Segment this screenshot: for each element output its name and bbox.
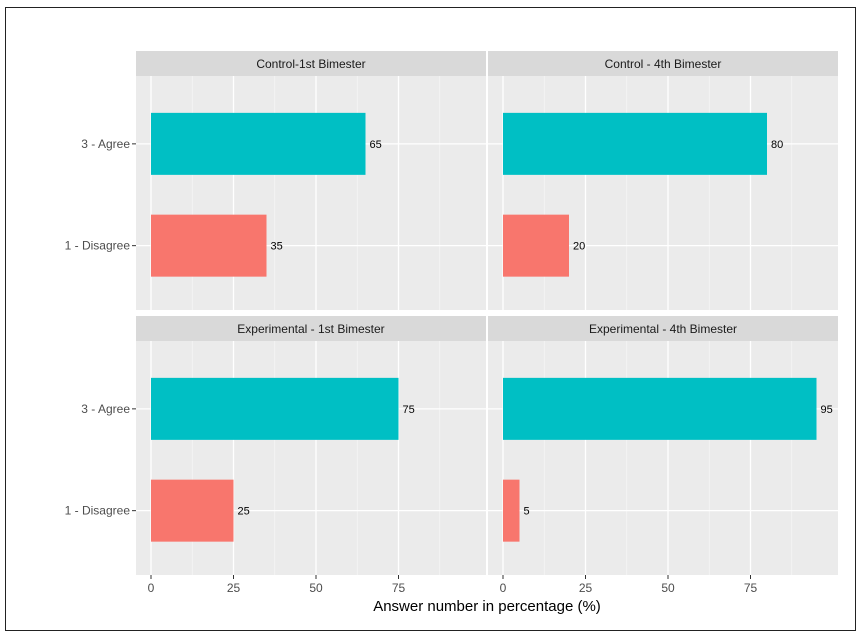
bar [151, 214, 267, 277]
x-tick-label: 25 [227, 581, 241, 595]
bar [503, 377, 817, 440]
bar [151, 112, 366, 175]
x-tick-label: 25 [579, 581, 593, 595]
bar-value-label: 95 [821, 404, 833, 416]
bar-value-label: 25 [238, 506, 250, 518]
facet-title: Control - 4th Bimester [605, 57, 722, 71]
facet-strip [136, 51, 486, 76]
facet-strip [488, 51, 838, 76]
bar-value-label: 80 [771, 139, 783, 151]
facet-strip [136, 316, 486, 341]
x-tick-label: 50 [309, 581, 323, 595]
panel-background [488, 341, 838, 575]
facet-title: Experimental - 4th Bimester [589, 322, 737, 336]
y-tick-label: 3 - Agree [81, 402, 130, 416]
y-tick-label: 1 - Disagree [65, 504, 131, 518]
bar [503, 112, 767, 175]
bar [503, 214, 569, 277]
x-tick-label: 0 [500, 581, 507, 595]
bar [503, 479, 520, 542]
facet-title: Control-1st Bimester [256, 57, 365, 71]
x-tick-label: 50 [661, 581, 675, 595]
bar-value-label: 5 [524, 506, 530, 518]
y-tick-label: 1 - Disagree [65, 239, 131, 253]
x-tick-label: 75 [392, 581, 406, 595]
x-tick-label: 75 [744, 581, 758, 595]
bar-value-label: 75 [403, 404, 415, 416]
facet-strip [488, 316, 838, 341]
bar [151, 377, 399, 440]
bar-value-label: 35 [271, 241, 283, 253]
y-tick-label: 3 - Agree [81, 137, 130, 151]
facet-title: Experimental - 1st Bimester [237, 322, 384, 336]
x-tick-label: 0 [148, 581, 155, 595]
bar [151, 479, 234, 542]
bar-value-label: 65 [370, 139, 382, 151]
x-axis-title: Answer number in percentage (%) [373, 598, 601, 615]
bar-value-label: 20 [573, 241, 585, 253]
